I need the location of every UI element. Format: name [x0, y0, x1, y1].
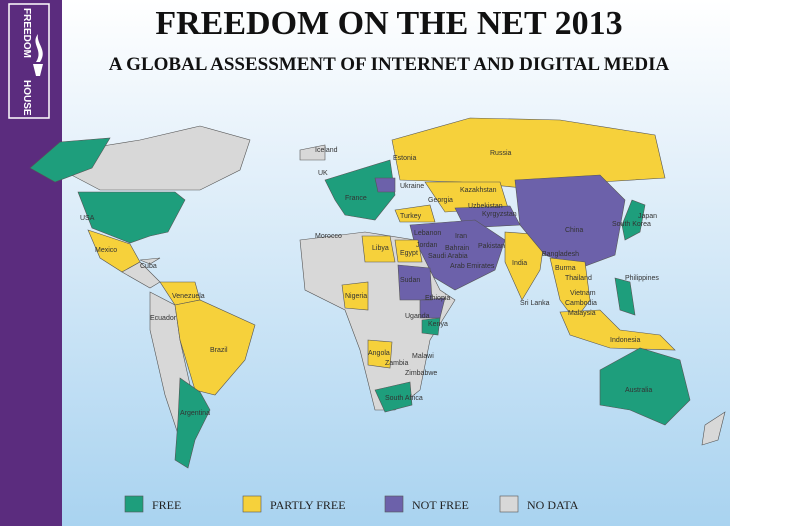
- legend: FREE PARTLY FREE NOT FREE NO DATA: [124, 495, 579, 513]
- country-label: Iceland: [315, 147, 338, 154]
- subtitle: A GLOBAL ASSESSMENT OF INTERNET AND DIGI…: [109, 54, 670, 75]
- country-label: Libya: [372, 245, 389, 252]
- world-map: [29, 117, 726, 469]
- country-label: France: [345, 195, 367, 202]
- land: [394, 204, 436, 223]
- country-label: Malawi: [412, 353, 434, 360]
- country-label: Philippines: [625, 275, 659, 282]
- country-label: Kyrgyzstan: [482, 211, 517, 218]
- country-label: Iran: [455, 233, 467, 240]
- country-label: Burma: [555, 265, 576, 272]
- country-label: China: [565, 227, 583, 234]
- land: [174, 377, 211, 469]
- country-label: Cuba: [140, 263, 157, 270]
- country-labels: Iceland UK France Estonia Ukraine Russia Kazak…: [80, 147, 659, 417]
- country-label: Mexico: [95, 247, 117, 254]
- country-label: Saudi Arabia: [428, 253, 468, 260]
- country-label: Japan: [638, 213, 657, 220]
- land: [299, 144, 326, 161]
- country-label: Lebanon: [414, 230, 441, 237]
- country-label: UK: [318, 170, 328, 177]
- country-label: Pakistan: [478, 243, 505, 250]
- country-label: Australia: [625, 387, 652, 394]
- land: [599, 347, 691, 426]
- legend-label: NOT FREE: [412, 498, 469, 512]
- country-label: Venezuela: [172, 293, 205, 300]
- logo-torch: [33, 34, 43, 76]
- country-label: Indonesia: [610, 337, 640, 344]
- country-label: Brazil: [210, 347, 228, 354]
- country-label: Nigeria: [345, 293, 367, 300]
- land: [559, 309, 676, 351]
- land: [324, 159, 396, 221]
- country-label: Georgia: [428, 197, 453, 204]
- land: [614, 277, 636, 316]
- land: [77, 191, 186, 244]
- country-label: Vietnam: [570, 290, 596, 297]
- land: [29, 137, 111, 183]
- legend-swatch: [242, 495, 262, 513]
- legend-swatch: [384, 495, 404, 513]
- logo-frame: [8, 3, 50, 119]
- title: FREEDOM ON THE NET 2013: [155, 5, 622, 42]
- country-label: Estonia: [393, 155, 416, 162]
- country-label: Ecuador: [150, 315, 177, 322]
- country-label: Zambia: [385, 360, 408, 367]
- country-label: Ukraine: [400, 183, 424, 190]
- country-label: Sudan: [400, 277, 420, 284]
- country-label: South Africa: [385, 395, 423, 402]
- land: [341, 281, 393, 369]
- country-label: Jordan: [416, 242, 438, 249]
- land: [514, 174, 626, 269]
- logo-top: FREEDOM: [21, 8, 32, 58]
- land: [174, 299, 256, 396]
- land: [549, 257, 591, 321]
- country-label: Argentina: [180, 410, 210, 417]
- country-label: Russia: [490, 150, 512, 157]
- country-label: Uzbekistan: [468, 203, 503, 210]
- country-label: Angola: [368, 350, 390, 357]
- legend-swatch: [124, 495, 144, 513]
- country-label: Kenya: [428, 321, 448, 328]
- country-label: USA: [80, 215, 95, 222]
- land: [61, 125, 251, 191]
- legend-label: FREE: [152, 498, 181, 512]
- country-label: India: [512, 260, 527, 267]
- country-label: Egypt: [400, 250, 418, 257]
- land: [391, 117, 666, 191]
- logo-bottom: HOUSE: [21, 80, 32, 116]
- country-label: Ethiopia: [425, 295, 450, 302]
- land: [374, 177, 396, 193]
- land: [374, 317, 441, 413]
- country-label: Cambodia: [565, 300, 597, 307]
- country-label: Bahrain: [445, 245, 469, 252]
- land: [361, 235, 423, 263]
- country-label: Thailand: [565, 275, 592, 282]
- country-label: South Korea: [612, 221, 651, 228]
- country-label: Morocco: [315, 233, 342, 240]
- side-bar: [0, 0, 62, 526]
- country-label: Bangladesh: [542, 251, 579, 258]
- country-label: Malaysia: [568, 310, 596, 317]
- logo: FREEDOM HOUSE: [8, 3, 50, 119]
- legend-label: PARTLY FREE: [270, 498, 346, 512]
- country-label: Arab Emirates: [450, 263, 495, 270]
- country-label: Uganda: [405, 313, 430, 320]
- country-label: Turkey: [400, 213, 422, 220]
- land: [621, 199, 646, 241]
- country-label: Kazakhstan: [460, 187, 497, 194]
- legend-label: NO DATA: [527, 498, 579, 512]
- country-label: Zimbabwe: [405, 370, 437, 377]
- land: [701, 411, 726, 446]
- country-label: Sri Lanka: [520, 300, 550, 307]
- legend-swatch: [499, 495, 519, 513]
